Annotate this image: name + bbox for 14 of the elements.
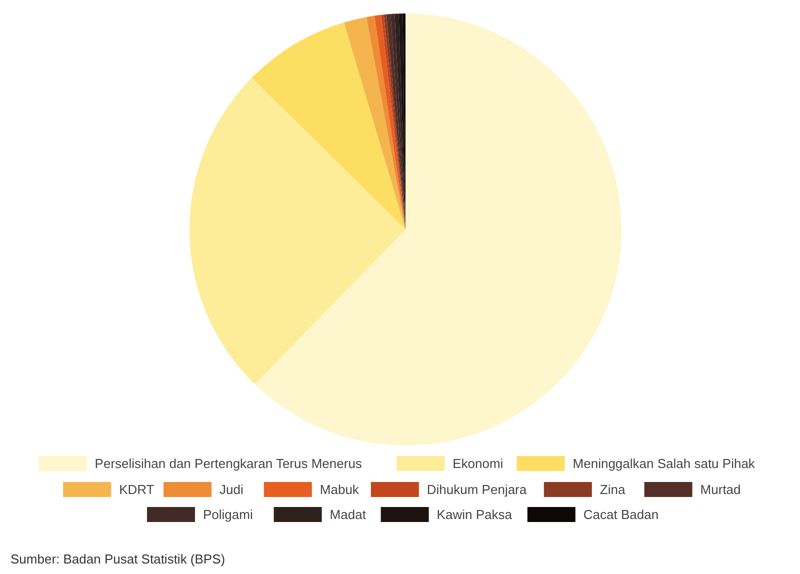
legend-label: Kawin Paksa	[436, 507, 513, 522]
legend-label: Murtad	[700, 482, 741, 497]
legend-label: Cacat Badan	[583, 507, 659, 522]
legend-label: Poligami	[203, 507, 253, 522]
legend-label: Meninggalkan Salah satu Pihak	[572, 456, 756, 471]
legend-label: Madat	[330, 507, 366, 522]
legend-label: Ekonomi	[452, 456, 504, 471]
legend-label: Perselisihan dan Pertengkaran Terus Menerus	[94, 456, 362, 471]
legend-label: Judi	[220, 482, 244, 497]
legend-label: Dihukum Penjara	[426, 482, 528, 497]
legend-label: Mabuk	[320, 482, 360, 497]
text: Sumber: Badan Pusat Statistik (BPS)	[10, 552, 226, 566]
legend-label: KDRT	[119, 482, 154, 497]
legend-label: Zina	[600, 482, 626, 497]
